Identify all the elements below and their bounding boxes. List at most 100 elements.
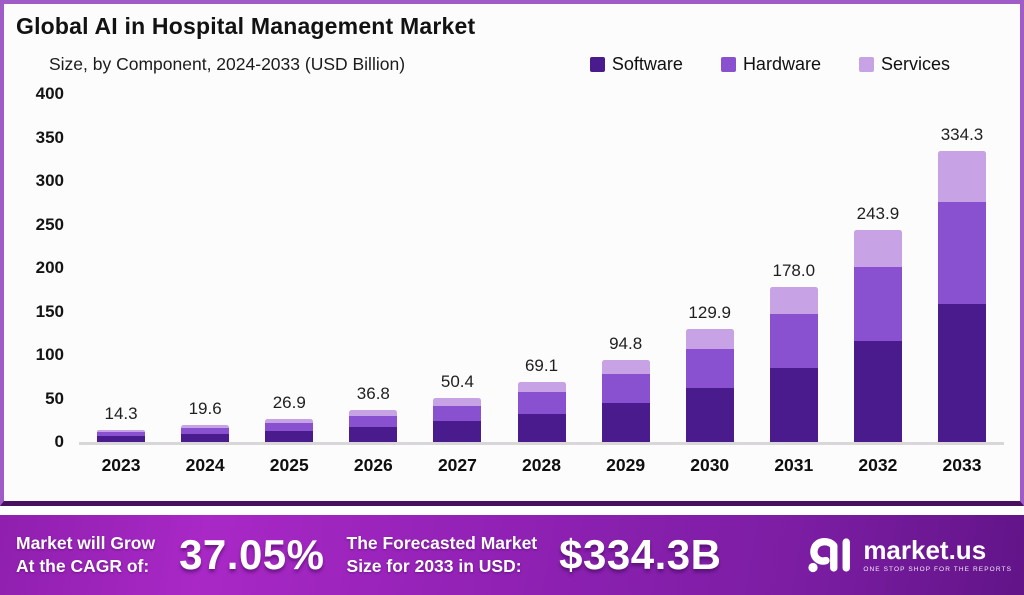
bar-slot-2028: 69.1: [499, 97, 583, 442]
bar-segment-software: [685, 388, 734, 442]
y-tick-label: 150: [35, 301, 64, 321]
bar-slot-2025: 26.9: [247, 97, 331, 442]
stacked-bar-2025: [265, 418, 314, 442]
bar-segment-software: [433, 421, 482, 442]
bar-segment-hardware: [853, 266, 902, 342]
software-swatch-icon: [589, 57, 605, 72]
bar-segment-services: [433, 398, 482, 406]
logo-name: market.us: [863, 535, 987, 565]
bar-segment-hardware: [517, 392, 566, 414]
bar-segment-software: [937, 303, 986, 442]
bar-slot-2031: 178.0: [752, 97, 836, 442]
legend-item-hardware: Hardware: [720, 54, 821, 75]
y-tick-label: 0: [54, 432, 64, 451]
bar-segment-hardware: [937, 202, 986, 304]
bar-slot-2032: 243.9: [836, 97, 920, 442]
x-tick-label: 2024: [185, 455, 225, 475]
bar-segment-software: [97, 436, 146, 442]
x-tick-label: 2026: [353, 455, 393, 475]
bar-segment-services: [601, 359, 650, 375]
logo-text-block: market.us ONE STOP SHOP FOR THE REPORTS: [863, 537, 1012, 573]
bars-row: 14.3 19.6 26.9 36.8 50.4 69.1 94.8 129.9 178.0 24…: [79, 97, 1004, 442]
footer-banner: Market will Grow At the CAGR of: 37.05% …: [0, 515, 1024, 595]
bar-slot-2024: 19.6: [163, 97, 247, 442]
logo-tagline: ONE STOP SHOP FOR THE REPORTS: [863, 566, 1012, 573]
legend-label: Software: [611, 54, 683, 74]
stacked-bar-2024: [181, 424, 230, 442]
stacked-bar-2032: [853, 229, 902, 442]
x-tick-label: 2033: [942, 455, 982, 475]
bar-segment-services: [685, 329, 734, 349]
bar-slot-2026: 36.8: [331, 97, 415, 442]
marketus-logo: market.us ONE STOP SHOP FOR THE REPORTS: [807, 535, 1012, 575]
x-axis: 2023 2024 2025 2026 2027 2028 2029 2030 2031 2032…: [79, 455, 1004, 476]
x-tick-label: 2032: [858, 455, 898, 475]
bar-slot-2030: 129.9: [668, 97, 752, 442]
bar-total-label: 178.0: [772, 261, 816, 281]
stacked-bar-2023: [97, 429, 146, 442]
y-tick-label: 300: [35, 171, 64, 190]
bar-segment-hardware: [181, 427, 230, 434]
bar-segment-hardware: [349, 415, 398, 427]
y-tick-label: 250: [35, 214, 64, 234]
bar-slot-2033: 334.3: [920, 97, 1004, 442]
page-title: Global AI in Hospital Management Market: [16, 13, 476, 39]
bar-segment-services: [181, 424, 230, 428]
bar-segment-hardware: [601, 374, 650, 403]
bar-segment-software: [181, 433, 230, 442]
y-tick-label: 400: [35, 84, 64, 103]
stacked-bar-2029: [601, 359, 650, 442]
cagr-label: Market will Grow At the CAGR of:: [16, 532, 155, 578]
bar-total-label: 26.9: [272, 392, 306, 412]
legend-label: Hardware: [742, 54, 821, 74]
hardware-swatch-icon: [720, 57, 736, 72]
bar-total-label: 129.9: [688, 303, 731, 323]
cagr-label-line2: At the CAGR of:: [16, 556, 150, 576]
x-tick-label: 2029: [606, 455, 646, 475]
bar-segment-software: [769, 368, 818, 442]
stacked-bar-2030: [685, 329, 734, 442]
bar-segment-hardware: [685, 348, 734, 389]
forecast-label-line2: Size for 2033 in USD:: [346, 556, 522, 576]
cagr-label-line1: Market will Grow: [16, 533, 156, 554]
bar-total-label: 50.4: [440, 372, 474, 392]
bar-segment-software: [265, 430, 314, 442]
bar-total-label: 14.3: [104, 403, 138, 423]
bar-segment-services: [769, 287, 818, 315]
x-tick-label: 2025: [269, 455, 309, 475]
legend: Software Hardware Services: [589, 54, 950, 75]
y-axis: 0 50 100 150 200 250 300 350 400: [4, 84, 64, 451]
forecast-label-line1: The Forecasted Market: [346, 533, 538, 554]
legend-item-services: Services: [858, 54, 950, 75]
stacked-bar-2027: [433, 398, 482, 442]
chart-subtitle: Size, by Component, 2024-2033 (USD Billi…: [49, 54, 406, 74]
cagr-value: 37.05%: [179, 531, 325, 578]
bar-segment-software: [853, 341, 902, 442]
bar-total-label: 69.1: [524, 355, 559, 375]
x-tick-label: 2031: [774, 455, 814, 475]
bar-segment-services: [265, 418, 314, 423]
legend-item-software: Software: [589, 54, 683, 75]
bar-segment-hardware: [433, 405, 482, 422]
y-tick-label: 50: [45, 388, 64, 408]
bar-segment-services: [937, 151, 986, 203]
legend-label: Services: [880, 54, 950, 74]
y-tick-label: 350: [35, 127, 64, 147]
bar-segment-hardware: [97, 431, 146, 437]
y-tick-label: 200: [35, 258, 64, 277]
bar-segment-software: [517, 413, 566, 442]
bar-segment-software: [601, 402, 650, 442]
x-tick-label: 2023: [101, 455, 141, 475]
marketus-logo-icon: [808, 538, 851, 573]
bar-segment-services: [97, 429, 146, 432]
bar-segment-software: [349, 426, 398, 442]
bar-slot-2029: 94.8: [584, 97, 668, 442]
x-tick-label: 2027: [437, 455, 477, 475]
bar-segment-services: [349, 410, 398, 416]
stacked-bar-2033: [937, 151, 986, 442]
bar-total-label: 19.6: [188, 398, 222, 418]
stacked-bar-2031: [769, 287, 818, 442]
bar-slot-2023: 14.3: [79, 97, 163, 442]
bar-total-label: 94.8: [609, 333, 643, 353]
bar-total-label: 334.3: [940, 125, 984, 145]
